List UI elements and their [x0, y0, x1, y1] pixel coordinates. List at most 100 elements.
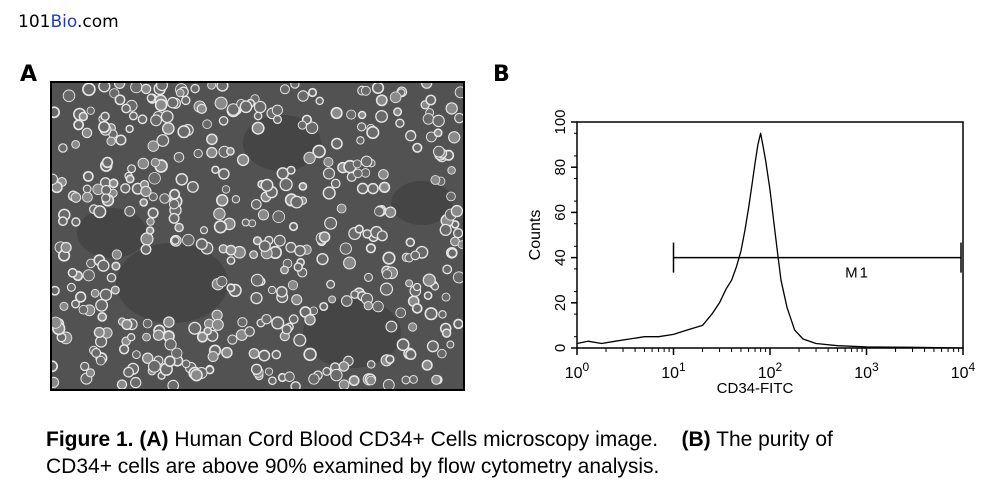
microscopy-cell: [52, 376, 60, 389]
microscopy-cell: [279, 177, 293, 192]
microscopy-cell: [411, 303, 423, 314]
microscopy-cell: [360, 85, 371, 96]
microscopy-cell: [101, 156, 114, 169]
microscopy-cell: [356, 136, 365, 145]
brand-part-3: .com: [76, 12, 119, 32]
microscopy-cell: [288, 314, 299, 325]
microscopy-cell: [211, 165, 220, 175]
microscopy-cell: [366, 360, 376, 369]
microscopy-cell: [91, 347, 102, 358]
microscopy-cell: [318, 231, 331, 243]
microscopy-cell: [98, 83, 111, 93]
microscopy-cell: [173, 152, 185, 163]
microscopy-cell: [166, 96, 179, 109]
microscopy-cell: [216, 275, 228, 288]
microscopy-cell: [190, 83, 200, 94]
microscopy-cell: [303, 347, 317, 362]
microscopy-cell: [426, 340, 439, 353]
microscopy-cell: [322, 186, 336, 200]
microscopy-cell: [446, 191, 456, 202]
x-tick-label: 103: [854, 360, 879, 382]
microscopy-cell: [148, 172, 161, 185]
microscopy-cell: [71, 140, 80, 149]
microscopy-cell: [290, 83, 300, 89]
microscopy-cell: [169, 188, 181, 200]
microscopy-cell: [52, 285, 60, 296]
microscopy-cell: [447, 166, 456, 175]
microscopy-cell: [421, 83, 433, 89]
microscopy-cell: [294, 244, 306, 257]
microscopy-cell: [450, 204, 463, 218]
site-brand: 101Bio.com: [18, 12, 119, 32]
microscopy-cell: [128, 111, 138, 121]
microscopy-cell: [59, 301, 69, 311]
microscopy-cell: [267, 285, 277, 295]
microscopy-cell: [181, 95, 191, 106]
plot-frame: [576, 121, 964, 349]
microscopy-cell: [290, 195, 304, 209]
microscopy-cell: [116, 379, 128, 389]
caption-b-text: The purity of: [710, 428, 833, 451]
microscopy-cell: [293, 262, 303, 272]
microscopy-cell: [260, 178, 274, 192]
microscopy-cell: [126, 332, 136, 342]
microscopy-cell: [213, 207, 226, 221]
microscopy-cell: [120, 183, 131, 194]
microscopy-cell: [272, 210, 286, 224]
microscopy-cell: [141, 352, 154, 364]
microscopy-cell: [146, 93, 156, 103]
microscopy-cell: [147, 140, 160, 152]
microscopy-cell: [82, 191, 93, 203]
microscopy-cell: [113, 83, 126, 89]
y-tick-label: 60: [552, 204, 569, 221]
microscopy-cell: [248, 348, 260, 359]
microscopy-cell: [330, 368, 343, 382]
microscopy-cell: [326, 279, 336, 289]
microscopy-cell: [346, 109, 357, 120]
microscopy-cell: [58, 143, 68, 153]
microscopy-cell: [237, 317, 248, 328]
microscopy-cell: [307, 87, 318, 98]
microscopy-cell: [291, 294, 303, 306]
microscopy-cell: [132, 350, 141, 359]
microscopy-cell: [271, 349, 282, 360]
microscopy-cell: [85, 368, 96, 378]
microscopy-cell: [147, 207, 159, 219]
microscopy-cell: [221, 346, 233, 359]
microscopy-cell: [389, 91, 402, 104]
microscopy-cell: [99, 288, 113, 301]
microscopy-cell: [170, 235, 180, 245]
microscopy-cell: [298, 181, 308, 191]
microscopy-cell: [106, 272, 117, 283]
microscopy-cell: [257, 209, 270, 221]
microscopy-cell: [286, 165, 296, 175]
microscopy-cell: [206, 146, 218, 159]
microscopy-cell: [150, 114, 163, 127]
microscopy-cell: [163, 316, 175, 328]
microscopy-cell: [195, 238, 208, 251]
microscopy-cell: [239, 100, 253, 114]
x-tick-label: 101: [661, 360, 686, 382]
microscopy-cell: [95, 355, 106, 366]
microscopy-cell: [161, 122, 175, 135]
microscopy-cell: [211, 309, 223, 321]
microscopy-cell: [98, 120, 111, 133]
microscopy-cell: [279, 84, 290, 95]
histogram-svg: 0 20 40 60 80 100 Counts 100 101 102 103 104 CD34-FI…: [527, 109, 976, 397]
microscopy-cell: [405, 279, 414, 288]
microscopy-cell: [95, 298, 109, 312]
microscopy-cell: [182, 233, 195, 247]
microscopy-cell: [422, 113, 435, 125]
microscopy-cell: [272, 114, 283, 125]
microscopy-cell: [441, 292, 451, 302]
microscopy-cell: [218, 168, 230, 180]
microscopy-cell: [164, 338, 177, 351]
microscopy-cell: [442, 264, 453, 275]
microscopy-cell: [252, 236, 262, 246]
microscopy-cell: [454, 86, 463, 99]
x-tick-label: 100: [565, 360, 590, 382]
microscopy-cell: [52, 316, 62, 329]
microscopy-cell: [130, 83, 143, 94]
microscopy-cell: [378, 181, 391, 194]
microscopy-cell: [71, 217, 81, 227]
